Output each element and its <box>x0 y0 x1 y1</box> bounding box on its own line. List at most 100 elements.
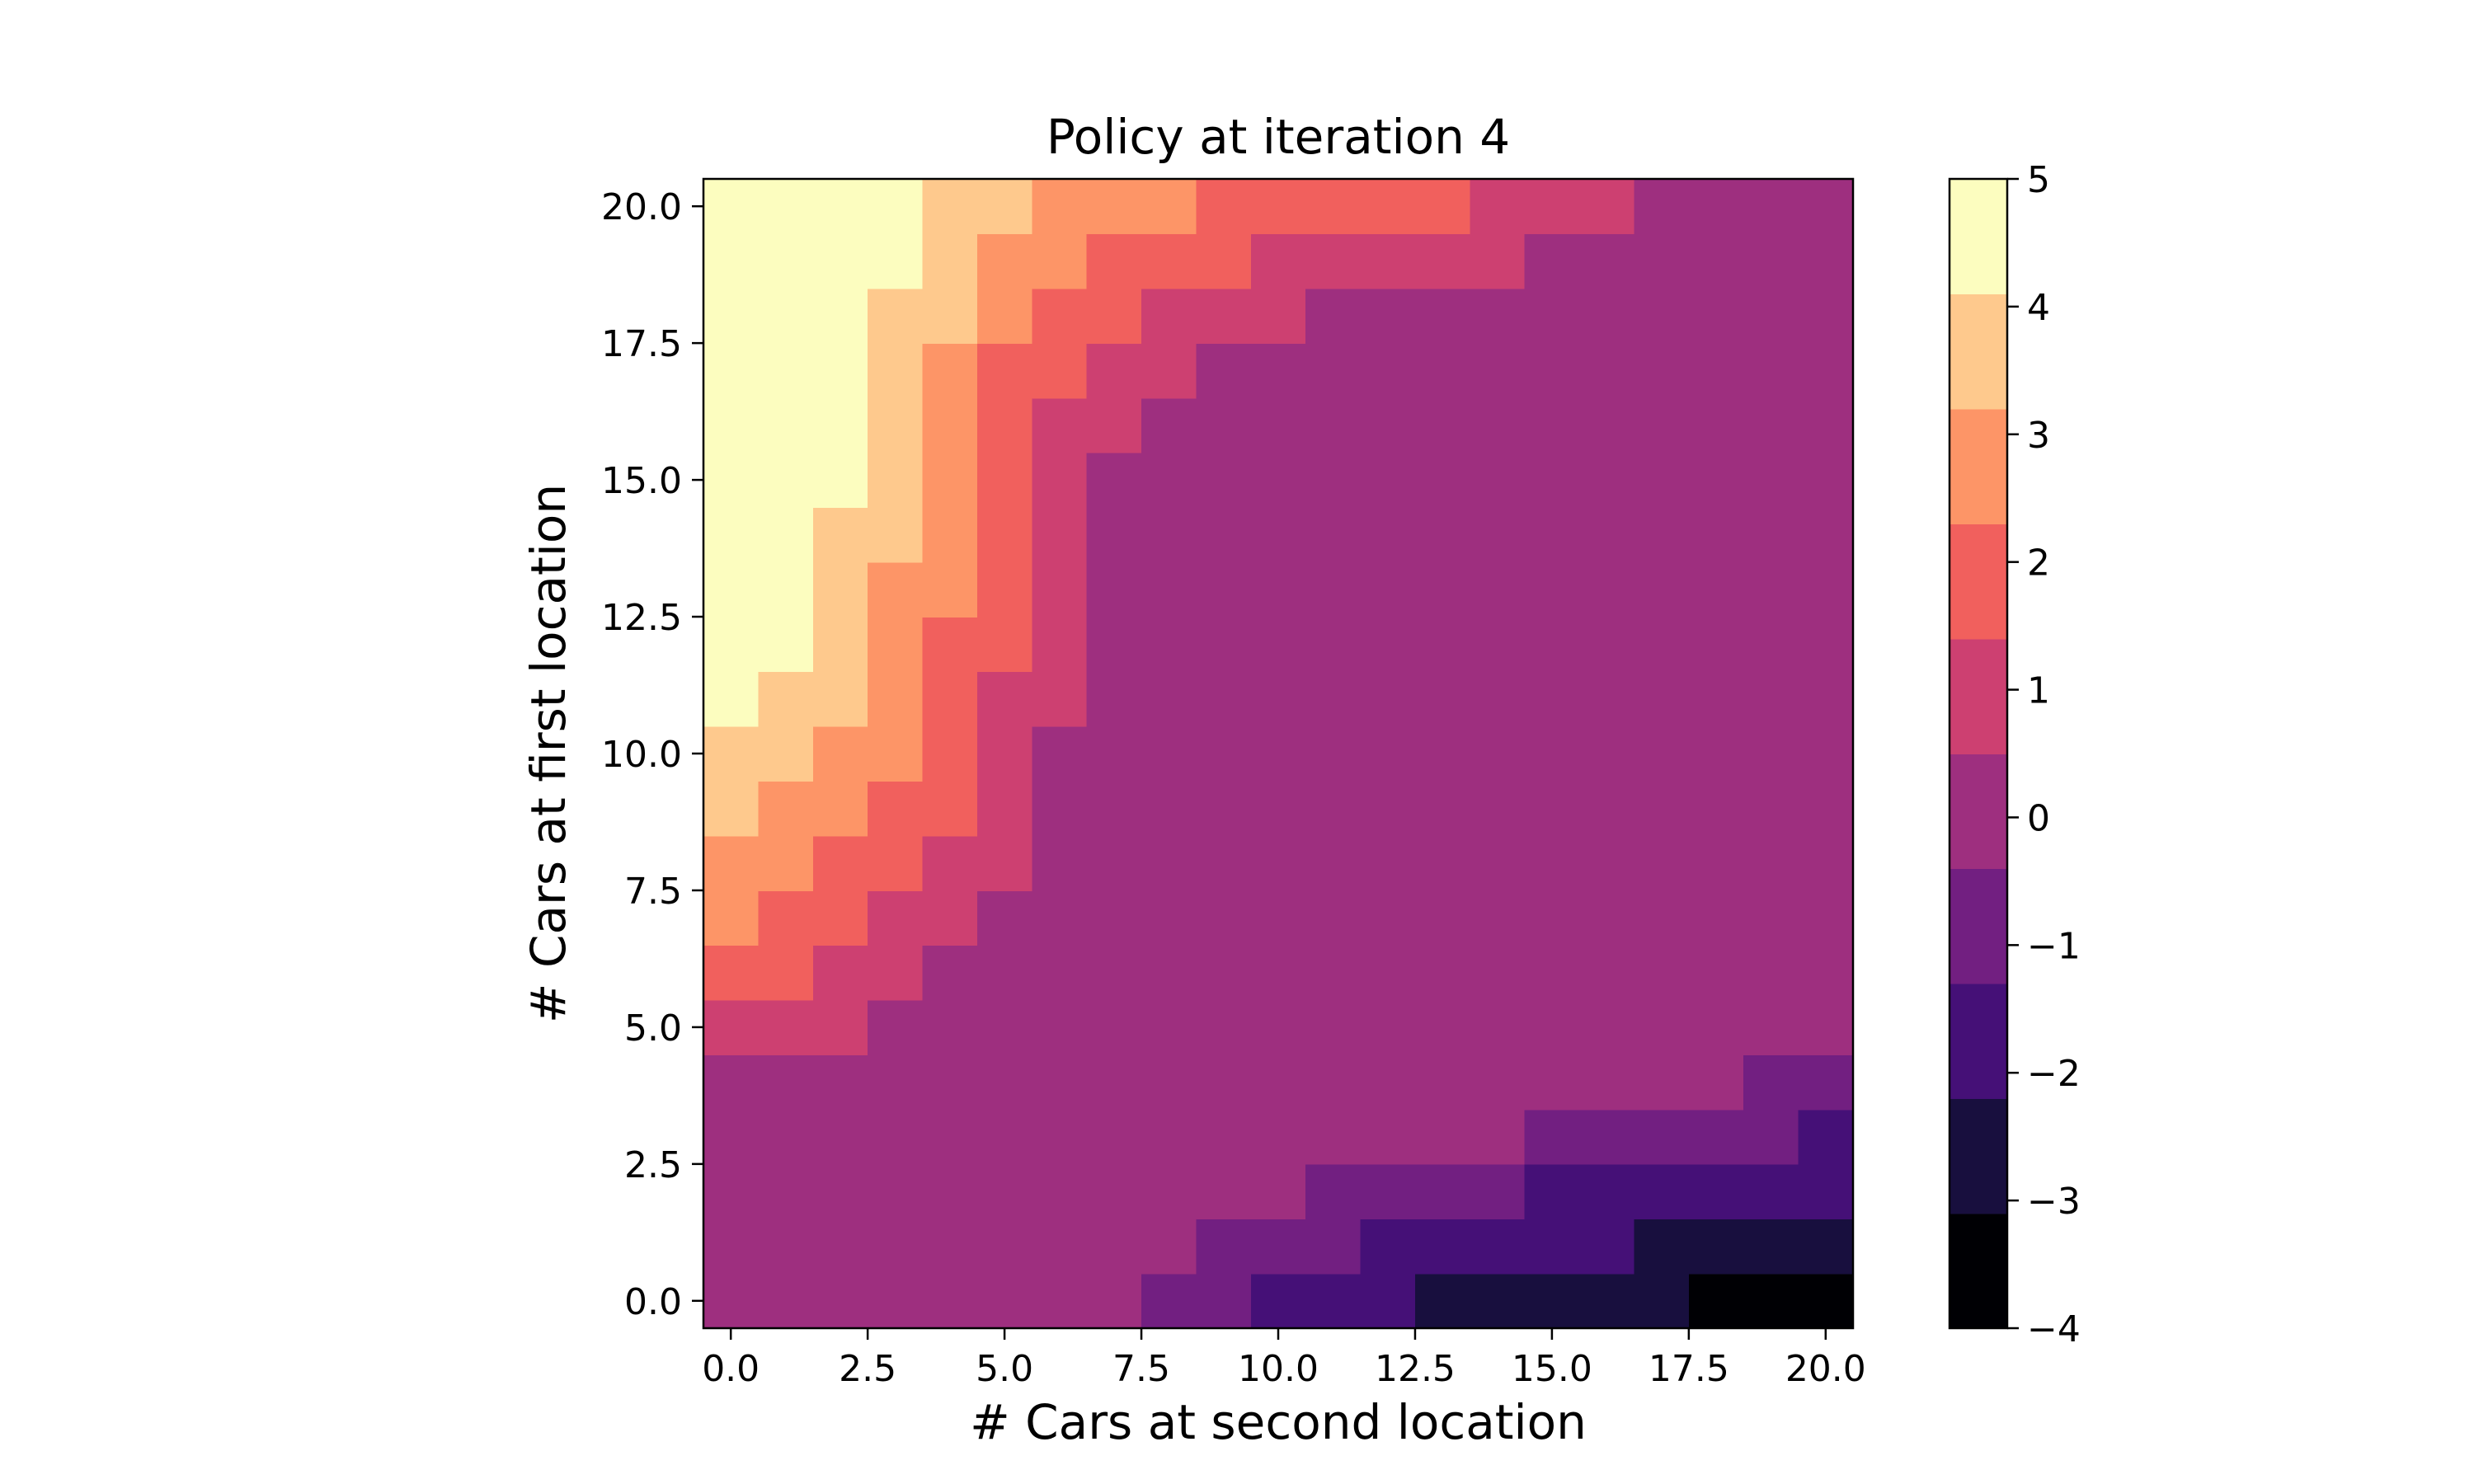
heatmap-cell <box>1579 1219 1635 1275</box>
heatmap-cell <box>703 1163 760 1220</box>
heatmap-cell <box>1579 397 1635 453</box>
heatmap-cell <box>758 397 814 453</box>
heatmap-cell <box>1688 288 1745 344</box>
heatmap-cell <box>758 1163 814 1220</box>
heatmap-cell <box>1086 233 1142 289</box>
heatmap-cell <box>1634 671 1690 727</box>
heatmap-cell <box>1086 452 1142 509</box>
heatmap-cell <box>1743 288 1799 344</box>
heatmap-cell <box>758 835 814 891</box>
heatmap-cell <box>1086 343 1142 399</box>
heatmap-cell <box>1524 999 1580 1055</box>
heatmap-cell <box>812 835 868 891</box>
heatmap-cell <box>1798 1054 1854 1111</box>
heatmap-cell <box>976 507 1033 563</box>
heatmap-cell <box>703 617 760 673</box>
heatmap-cell <box>1743 890 1799 946</box>
heatmap-cell <box>1579 945 1635 1001</box>
y-tick-label: 7.5 <box>624 871 682 913</box>
heatmap-cell <box>758 561 814 618</box>
heatmap-cell <box>1032 890 1088 946</box>
heatmap-cell <box>703 1054 760 1111</box>
heatmap-cell <box>922 561 978 618</box>
heatmap-cell <box>868 835 924 891</box>
heatmap-cell <box>922 233 978 289</box>
heatmap-cell <box>1141 233 1197 289</box>
heatmap-cell <box>1798 617 1854 673</box>
heatmap-cell <box>922 397 978 453</box>
heatmap-cell <box>1414 452 1471 509</box>
heatmap-cell <box>758 452 814 509</box>
heatmap-cell <box>1798 507 1854 563</box>
heatmap-cell <box>976 561 1033 618</box>
colorbar: 5 4 3 2 1 0 −1 −2 −3 −4 <box>1948 159 2081 1350</box>
y-tick-label: 12.5 <box>601 597 682 639</box>
heatmap-cell <box>758 1219 814 1275</box>
heatmap-cell <box>1141 1109 1197 1165</box>
heatmap-cell <box>868 890 924 946</box>
heatmap-cell <box>976 1109 1033 1165</box>
heatmap-cell <box>1524 945 1580 1001</box>
heatmap-cell <box>1743 617 1799 673</box>
heatmap-cell <box>812 179 868 235</box>
heatmap-cell <box>1688 1054 1745 1111</box>
heatmap-cell <box>703 452 760 509</box>
x-axis-label: # Cars at second location <box>970 1394 1587 1450</box>
heatmap-cell <box>1414 890 1471 946</box>
heatmap-cell <box>1360 671 1416 727</box>
heatmap-cell <box>1250 1054 1306 1111</box>
heatmap-cell <box>922 671 978 727</box>
heatmap-cell <box>703 179 760 235</box>
heatmap-cell <box>868 1273 924 1329</box>
heatmap-cell <box>1798 561 1854 618</box>
heatmap-cell <box>812 288 868 344</box>
heatmap-cell <box>976 1273 1033 1329</box>
heatmap-cell <box>1086 726 1142 782</box>
heatmap-cell <box>1305 945 1362 1001</box>
heatmap-cell <box>1634 945 1690 1001</box>
heatmap-cell <box>922 781 978 837</box>
heatmap-cell <box>1360 452 1416 509</box>
heatmap-cell <box>1250 561 1306 618</box>
heatmap-cell <box>1141 726 1197 782</box>
heatmap-cell <box>922 726 978 782</box>
heatmap-cell <box>1032 507 1088 563</box>
heatmap-cell <box>703 726 760 782</box>
heatmap-cell <box>1032 726 1088 782</box>
heatmap-cell <box>1250 1109 1306 1165</box>
heatmap-cell <box>1798 343 1854 399</box>
heatmap-cell <box>1141 671 1197 727</box>
heatmap-cell <box>1032 617 1088 673</box>
heatmap-cell <box>1250 179 1306 235</box>
heatmap-cell <box>703 945 760 1001</box>
heatmap-cell <box>812 1109 868 1165</box>
heatmap-cell <box>868 781 924 837</box>
heatmap-cell <box>976 1163 1033 1220</box>
heatmap-cell <box>703 835 760 891</box>
heatmap-cell <box>1579 726 1635 782</box>
heatmap-cell <box>1032 288 1088 344</box>
heatmap-cell <box>1250 781 1306 837</box>
heatmap-cell <box>1470 397 1526 453</box>
y-tick-label: 20.0 <box>601 186 682 228</box>
heatmap-cell <box>1141 835 1197 891</box>
heatmap-cell <box>1470 890 1526 946</box>
heatmap-cell <box>1086 561 1142 618</box>
colorbar-tick-label: −4 <box>2027 1308 2081 1350</box>
heatmap-cell <box>1032 1054 1088 1111</box>
heatmap-cell <box>1743 1054 1799 1111</box>
heatmap-cell <box>703 397 760 453</box>
heatmap-cell <box>812 671 868 727</box>
heatmap-cell <box>868 507 924 563</box>
heatmap-cell <box>1524 397 1580 453</box>
heatmap-cell <box>1032 999 1088 1055</box>
heatmap-cell <box>1086 835 1142 891</box>
colorbar-tick-label: 5 <box>2027 159 2050 201</box>
heatmap-cell <box>922 1219 978 1275</box>
heatmap-cell <box>1360 343 1416 399</box>
heatmap-cell <box>1360 1054 1416 1111</box>
heatmap-cell <box>1798 288 1854 344</box>
heatmap-cell <box>1798 452 1854 509</box>
heatmap-cell <box>703 781 760 837</box>
heatmap-cell <box>703 288 760 344</box>
